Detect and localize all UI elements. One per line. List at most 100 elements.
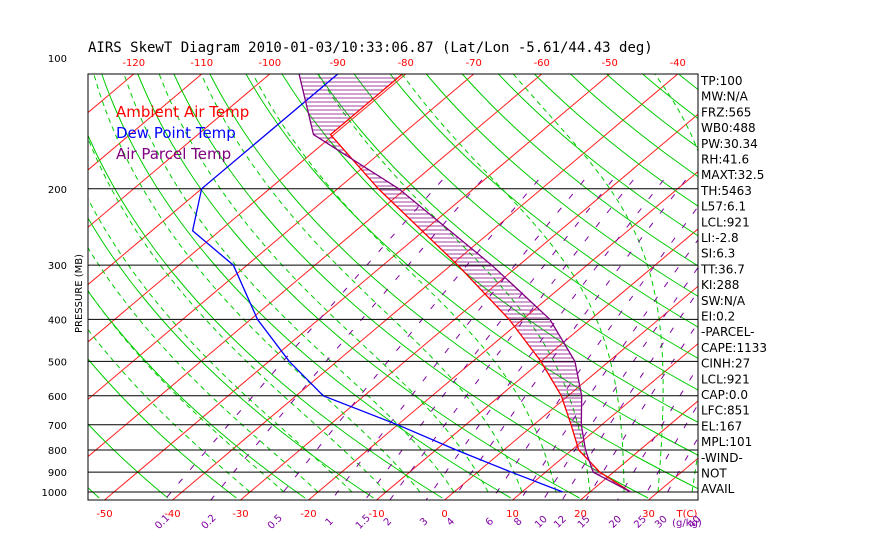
isotherm-line [88,74,407,343]
pressure-tick-label: 800 [48,446,67,457]
dry-adiabat-line [317,74,698,391]
isotherm-line [88,74,203,171]
pressure-tick-label: 900 [48,468,67,479]
isotherm-line [512,342,698,500]
mixing-ratio-tick-label: 2 [382,516,394,528]
mixing-ratio-tick-label: 8 [512,516,524,528]
stability-index-item: CAPE:1133 [701,341,767,355]
stability-index-item: PW:30.34 [701,137,758,151]
isotherm-line [376,228,698,500]
bottom-temperature-tick-label: -10 [368,509,384,520]
stability-index-item: -PARCEL- [701,325,755,339]
mixing-ratio-tick-label: 20 [607,514,624,531]
mixing-ratio-line [425,179,664,500]
stability-index-item: L57:6.1 [701,200,746,214]
bottom-temperature-tick-label: -30 [232,509,248,520]
stability-index-item: TT:36.7 [700,262,745,276]
mixing-ratio-line [389,179,634,500]
top-temperature-tick-label: -110 [190,58,213,69]
dry-adiabat-line [88,134,443,499]
dry-adiabat-line [606,74,698,149]
stability-index-item: LCL:921 [701,372,750,386]
moist-adiabat-line [760,58,870,492]
top-temperature-tick-label: -120 [122,58,145,69]
dry-adiabat-line [425,74,698,297]
isotherm-line [580,400,698,500]
series-line [329,74,632,493]
series-line [191,74,564,493]
top-temperature-tick-label: -50 [602,58,618,69]
dry-adiabat-line [389,74,698,328]
bottom-temperature-tick-label: 20 [574,509,587,520]
pressure-tick-label: 100 [48,54,67,65]
moist-adiabat-lines [88,58,870,493]
top-temperature-tick-label: -90 [330,58,346,69]
y-axis-label: PRESSURE (MB) [74,254,85,333]
pressure-tick-label: 1000 [42,488,67,499]
dry-adiabat-line [245,74,698,456]
pressure-tick-labels: 100 200 300 400 500 600 700 800 900 1000 [42,54,67,499]
top-temperature-tick-label: -40 [670,58,686,69]
moist-adiabat-line [654,74,698,493]
mixing-ratio-line [452,179,686,500]
stability-index-item: CINH:27 [701,357,750,371]
bottom-temperature-tick-label: -20 [300,509,316,520]
mixing-ratio-tick-label: 6 [484,516,496,528]
top-temperature-tick-labels: -120 -110 -100 -90 -80 -70 -60 -50 -40 [122,58,686,69]
stability-index-item: SW:N/A [701,294,746,308]
bottom-temperature-tick-label: 0 [441,509,447,520]
moist-adiabat-line [158,74,489,493]
stability-index-item: LI:-2.8 [701,231,739,245]
stability-index-item: LFC:851 [701,404,750,418]
series-line [298,74,632,493]
mixing-ratio-tick-label: 0.2 [200,513,219,532]
profile-lines [191,74,632,493]
isobar-lines [88,188,698,493]
mixing-ratio-tick-label: 30 [653,514,670,531]
bottom-temperature-tick-label: -50 [96,509,112,520]
legend-entry: Ambient Air Temp [116,103,249,121]
isotherm-line [104,74,611,500]
dry-adiabat-line [88,290,306,499]
mixing-ratio-tick-label: 3 [418,516,430,528]
dry-adiabat-lines [88,74,870,499]
stability-index-item: SI:6.3 [701,247,735,261]
dry-adiabat-line [461,74,698,267]
mixing-ratio-line [491,205,698,500]
temperature-unit-label: T(C) [676,509,698,520]
top-temperature-tick-label: -80 [398,58,414,69]
bottom-temperature-tick-labels: -50 -40 -30 -20 -10 0 10 20 30 T(C) [96,509,697,520]
pressure-tick-label: 600 [48,392,67,403]
dry-adiabat-line [751,74,870,498]
dry-adiabat-line [534,74,698,207]
dry-adiabat-line [859,74,870,498]
isotherm-line [444,285,698,500]
moist-adiabat-line [123,74,455,493]
bottom-temperature-tick-label: 10 [506,509,519,520]
stability-index-item: MW:N/A [701,90,749,104]
stability-index-item: FRZ:565 [701,105,751,119]
mixing-ratio-tick-label: 4 [445,516,457,528]
pressure-tick-label: 400 [48,315,67,326]
isotherm-line [88,74,271,228]
stability-index-item: CAP:0.0 [701,388,748,402]
dry-adiabat-line [101,74,512,499]
mixing-ratio-lines [164,179,698,500]
stability-index-item: MAXT:32.5 [701,168,764,182]
moist-adiabat-line [88,328,251,493]
isotherm-line [785,74,870,500]
dry-adiabat-line [88,358,237,499]
mixing-ratio-line [364,179,613,500]
stability-index-item: EI:0.2 [701,310,735,324]
stability-index-item: AVAIL [701,482,735,496]
mixing-ratio-line [519,239,698,500]
isotherm-line [853,74,870,500]
mixing-ratio-line [276,179,539,500]
chart-title: AIRS SkewT Diagram 2010-01-03/10:33:06.8… [88,40,653,56]
top-temperature-tick-label: -60 [534,58,550,69]
moist-adiabat-line [200,74,523,493]
isotherm-line [0,74,66,500]
isotherm-line [240,113,698,500]
